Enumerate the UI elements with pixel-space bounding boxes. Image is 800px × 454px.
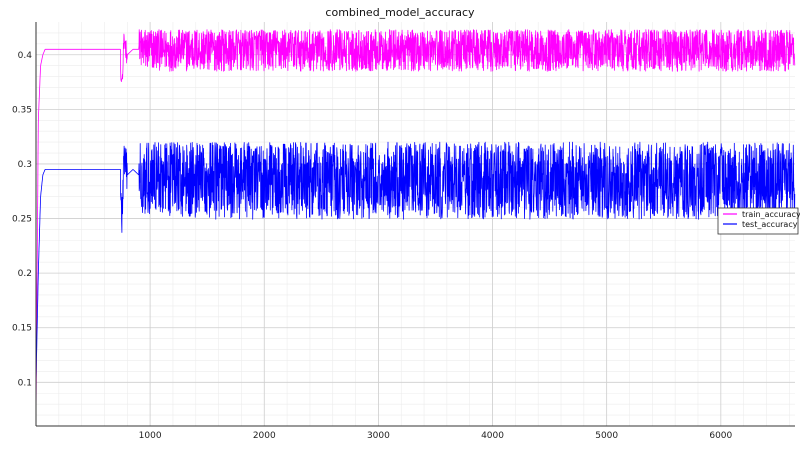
x-tick-label: 2000 [253, 431, 276, 441]
legend-label-test-accuracy: test_accuracy [742, 220, 798, 229]
chart-title: combined_model_accuracy [325, 6, 475, 19]
x-tick-label: 5000 [595, 431, 618, 441]
x-tick-label: 1000 [139, 431, 162, 441]
legend-label-train-accuracy: train_accuracy [742, 210, 800, 219]
y-tick-label: 0.2 [18, 269, 32, 279]
y-tick-label: 0.3 [18, 160, 32, 170]
y-tick-label: 0.25 [12, 215, 32, 225]
y-tick-label: 0.15 [12, 324, 32, 334]
y-tick-label: 0.35 [12, 105, 32, 115]
x-tick-label: 6000 [709, 431, 732, 441]
x-tick-label: 3000 [367, 431, 390, 441]
series-line-train-accuracy [35, 29, 796, 416]
y-tick-label: 0.4 [18, 51, 33, 61]
series-line-test-accuracy [35, 141, 796, 383]
x-tick-label: 4000 [481, 431, 504, 441]
legend: train_accuracy test_accuracy [717, 207, 800, 235]
y-tick-label: 0.1 [18, 378, 32, 388]
series-layer [35, 29, 796, 416]
tick-label-layer: 1000 2000 3000 4000 5000 6000 0.1 0.15 0.2 0.25 0.… [12, 51, 733, 441]
axes-layer [35, 22, 795, 427]
legend-box [717, 207, 799, 235]
